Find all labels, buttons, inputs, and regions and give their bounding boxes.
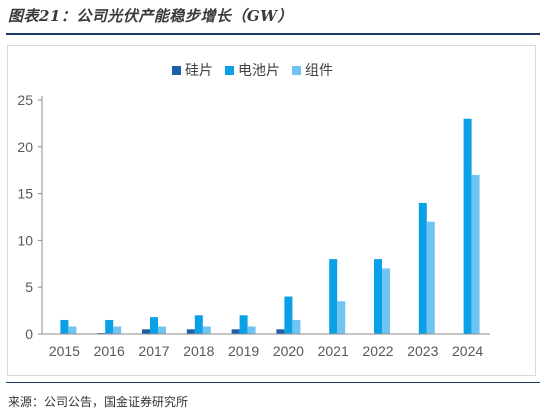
y-tick-label: 0	[25, 326, 33, 342]
x-tick-label: 2019	[228, 343, 259, 359]
source-note: 来源：公司公告，国金证券研究所	[8, 395, 189, 409]
bar-2016-3	[113, 326, 122, 334]
bar-2020-2	[284, 296, 293, 334]
y-tick-label: 10	[17, 232, 33, 248]
bar-2016-2	[105, 319, 114, 334]
source-rule	[6, 382, 540, 383]
bar-2022-2	[374, 259, 382, 334]
bar-2018-3	[202, 326, 211, 334]
x-tick-label: 2020	[273, 343, 304, 359]
bar-2019-1	[231, 329, 240, 334]
chart-title: 图表21：公司光伏产能稳步增长（GW）	[8, 7, 294, 25]
bar-2019-2	[239, 315, 248, 334]
legend: 硅片 电池片 组件	[172, 63, 333, 79]
bar-2024-3	[471, 174, 480, 334]
x-tick-label: 2015	[49, 343, 80, 359]
bar-2022-3	[382, 268, 390, 334]
bar-2015-2	[60, 319, 69, 334]
x-tick-label: 2018	[183, 343, 214, 359]
bar-2021-2	[329, 259, 338, 334]
title-rule	[6, 33, 540, 35]
legend-label-2: 电池片	[238, 63, 280, 79]
y-tick-label: 20	[17, 139, 33, 155]
x-axis: 2015 2016 2017 2018 2019 2020 2021 2022 2023 2024	[42, 333, 490, 359]
legend-label-1: 硅片	[185, 63, 213, 79]
x-tick-label: 2024	[452, 343, 483, 359]
bar-2018-1	[186, 329, 195, 334]
bars	[60, 118, 480, 334]
bar-2020-3	[292, 319, 301, 334]
legend-swatch-3	[292, 66, 301, 75]
bar-2019-3	[247, 326, 256, 334]
y-tick-label: 15	[17, 186, 33, 202]
x-tick-label: 2016	[94, 343, 125, 359]
bar-2023-2	[418, 202, 427, 334]
bar-2024-2	[463, 118, 472, 334]
bar-2017-3	[158, 326, 166, 334]
legend-swatch-2	[225, 66, 234, 75]
bar-2021-3	[337, 301, 346, 334]
y-axis: 0 5 10 15 20 25	[17, 92, 43, 342]
y-tick-label: 25	[17, 92, 33, 108]
bar-2020-1	[276, 329, 285, 334]
bar-2017-1	[142, 329, 150, 334]
x-tick-label: 2017	[138, 343, 169, 359]
x-tick-label: 2021	[318, 343, 349, 359]
bar-2023-3	[426, 221, 435, 334]
legend-label-3: 组件	[305, 63, 333, 79]
bar-2017-2	[150, 317, 158, 334]
bar-2015-3	[68, 326, 77, 334]
x-tick-label: 2023	[407, 343, 438, 359]
chart-frame	[7, 45, 536, 376]
y-tick-label: 5	[25, 279, 33, 295]
legend-swatch-1	[172, 66, 181, 75]
x-tick-label: 2022	[362, 343, 393, 359]
bar-2018-2	[194, 315, 203, 334]
